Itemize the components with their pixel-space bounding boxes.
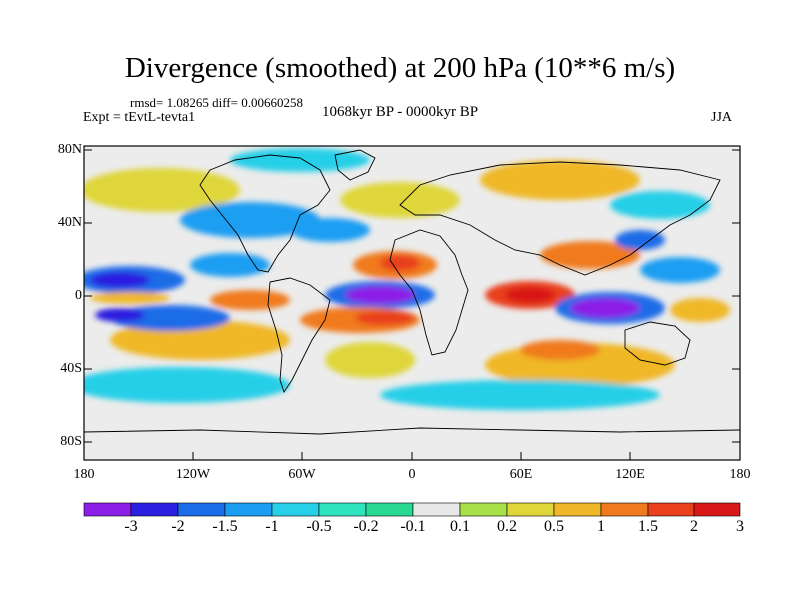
colorbar-box-3 [177,502,226,517]
field-north-asia-positive [480,160,640,200]
colorbar-label-3: -1.5 [212,518,238,535]
period-label: 1068kyr BP - 0000kyr BP [322,104,479,120]
south-america-coastline [267,277,331,394]
experiment-label: Expt = tEvtL-tevta1 [83,110,196,125]
colorbar-box-9 [459,502,508,517]
x-tick-label-60w: 60W [288,467,316,482]
colorbar-label-6: -0.2 [353,518,379,535]
colorbar-box-8 [412,502,461,517]
field-south-atlantic-positive [325,342,415,378]
y-tick-label-80n: 80N [57,142,82,157]
x-tick-label-180w: 180 [73,467,95,482]
field-pacific-equator-positive [90,292,170,304]
colorbar-box-12 [600,502,649,517]
field-north-pacific-negative [180,202,320,238]
x-tick-label-120e: 120E [615,467,645,482]
field-maritime-continent-core [570,298,640,318]
colorbar-box-4 [224,502,273,517]
colorbar-label-9: 0.2 [497,518,517,535]
colorbar-label-11: 1 [597,518,605,535]
x-tick-label-180e: 180 [729,467,751,482]
stats-text: rmsd= 1.08265 diff= 0.00660258 [130,95,303,110]
y-tick-label-80s: 80S [60,434,82,449]
divergence-field [84,146,740,460]
field-west-pacific-negative [640,257,720,283]
colorbar-box-2 [130,502,179,517]
field-southern-ocean-negative [380,380,660,410]
colorbar-label-12: 1.5 [638,518,658,535]
colorbar-label-7: -0.1 [400,518,426,535]
axis-ticks [83,149,741,460]
field-north-atlantic-positive [340,182,460,218]
colorbar-box-10 [506,502,555,517]
colorbar-box-11 [553,502,602,517]
europe-africa-coastline [389,229,469,356]
colorbar-label-8: 0.1 [450,518,470,535]
colorbar-label-1: -3 [124,518,138,535]
field-south-pacific-negative [84,367,290,403]
field-western-indian-core [505,287,555,303]
field-arctic-negative [230,148,370,172]
field-siberia-negative [610,191,710,219]
colorbar-box-14 [693,502,741,517]
eurasia-coastline [399,161,721,276]
colorbar-box-7 [365,502,414,517]
field-east-asia-negative [615,230,665,250]
north-america-coastline [199,154,331,273]
y-tick-label-40s: 40S [60,361,82,376]
field-southern-indian-positive [520,340,600,360]
x-tick-label-120w: 120W [175,467,211,482]
colorbar [83,502,741,517]
field-north-pacific-positive [84,168,240,212]
colorbar-box-1 [83,502,132,517]
colorbar-label-4: -1 [265,518,279,535]
plot-title: Divergence (smoothed) at 200 hPa (10**6 … [124,52,676,84]
y-tick-label-0: 0 [75,288,82,303]
field-tropical-pacific-south-core [95,308,145,322]
colorbar-box-6 [318,502,367,517]
x-tick-label-60e: 60E [509,467,533,482]
field-north-atlantic-negative [290,218,370,242]
colorbar-label-13: 2 [690,518,698,535]
field-west-africa-core [380,255,420,271]
greenland-coastline [334,149,376,181]
field-west-pacific-positive [670,298,730,322]
y-tick-label-40n: 40N [57,215,82,230]
field-central-pacific-positive [210,290,290,310]
colorbar-label-5: -0.5 [306,518,332,535]
colorbar-label-2: -2 [171,518,185,535]
season-label: JJA [711,110,733,125]
field-atlantic-core [345,286,415,304]
coastlines [84,149,740,435]
field-south-america-core [355,311,415,325]
colorbar-label-10: 0.5 [544,518,564,535]
field-tropical-pacific-north-core [90,272,150,288]
colorbar-label-14: 3 [736,518,744,535]
field-eastern-pacific-negative [190,253,270,277]
colorbar-box-13 [647,502,695,517]
x-tick-label-0: 0 [408,467,416,482]
antarctica-coastline [84,427,740,435]
colorbar-box-5 [271,502,320,517]
australia-coastline [624,321,691,366]
